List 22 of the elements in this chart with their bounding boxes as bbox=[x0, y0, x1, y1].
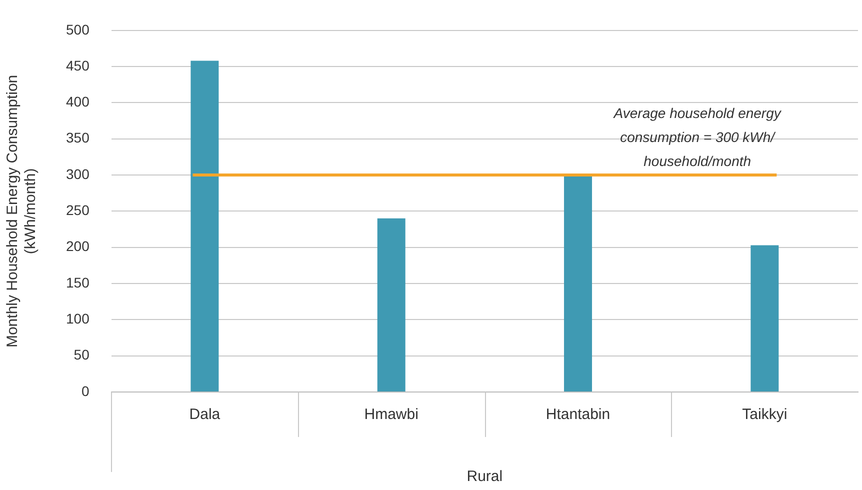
bar bbox=[750, 245, 779, 392]
y-tick-label: 400 bbox=[66, 94, 90, 110]
y-tick-label: 450 bbox=[66, 57, 90, 74]
y-tick-label: 50 bbox=[74, 346, 90, 363]
x-axis-title: Rural bbox=[466, 468, 503, 486]
x-tick-label: Dala bbox=[189, 406, 221, 424]
y-tick-label: 150 bbox=[66, 274, 90, 290]
x-tick-label: Hmawbi bbox=[364, 406, 418, 424]
bar bbox=[377, 218, 406, 392]
y-tick-label: 200 bbox=[66, 238, 90, 254]
y-tick-label: 500 bbox=[66, 21, 90, 38]
bar bbox=[564, 176, 592, 392]
ref-line-label: Average household energy consumption = 300 kWh/ household/month bbox=[612, 104, 782, 169]
bar bbox=[190, 60, 219, 392]
x-tick-label: Taikkyi bbox=[742, 406, 788, 424]
y-tick-label: 0 bbox=[82, 382, 90, 399]
y-tick-label: 300 bbox=[66, 166, 90, 182]
y-tick-label: 250 bbox=[66, 202, 90, 218]
y-axis-title: Monthly Household Energy Consumption (kWh/month) bbox=[4, 74, 40, 348]
x-tick-label: Htantabin bbox=[546, 406, 610, 424]
y-tick-label: 100 bbox=[66, 310, 90, 327]
y-tick-label: 350 bbox=[66, 130, 90, 146]
